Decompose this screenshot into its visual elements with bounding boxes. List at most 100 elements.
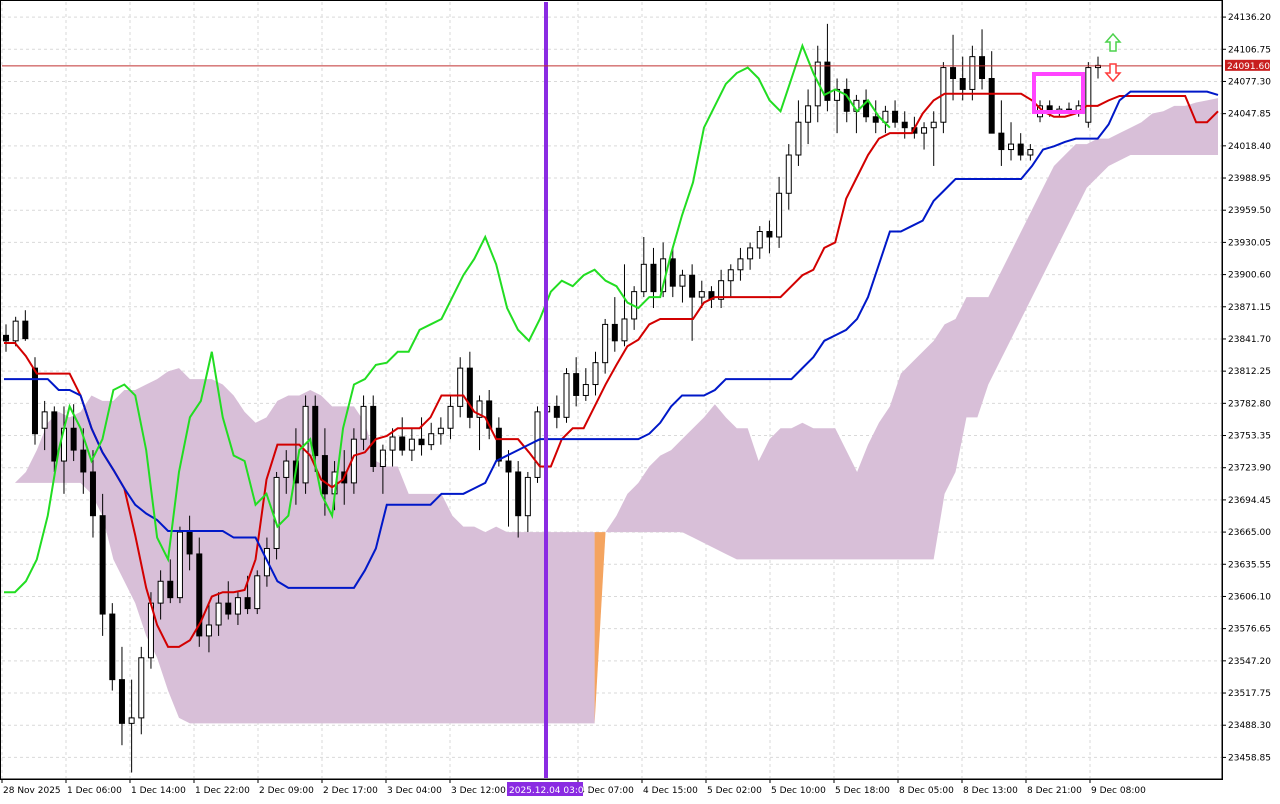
price-tick-label: 23665.00 bbox=[1228, 528, 1271, 538]
candle bbox=[167, 559, 174, 604]
price-tick-label: 23576.65 bbox=[1228, 625, 1271, 635]
price-tick-label: 24018.40 bbox=[1228, 142, 1271, 152]
price-axis[interactable]: 24136.20 24106.75 24077.30 24047.85 24018.40… bbox=[1222, 13, 1271, 763]
candle bbox=[689, 264, 696, 341]
candle bbox=[824, 23, 831, 112]
candle bbox=[515, 461, 522, 538]
candle bbox=[573, 357, 580, 407]
candle bbox=[727, 264, 734, 298]
candle bbox=[41, 400, 48, 451]
candle bbox=[157, 570, 164, 620]
tenkan-sen-line bbox=[4, 92, 1219, 648]
candle bbox=[3, 324, 9, 352]
candle bbox=[553, 395, 560, 429]
candle bbox=[99, 493, 106, 636]
price-tick-label: 23694.45 bbox=[1228, 496, 1271, 506]
price-tick-label: 23959.50 bbox=[1228, 206, 1271, 216]
price-tick-label: 23900.60 bbox=[1228, 271, 1271, 281]
candle bbox=[495, 417, 502, 467]
current-price-label: 24091.60 bbox=[1225, 59, 1270, 72]
candle bbox=[360, 395, 367, 451]
candle bbox=[998, 100, 1005, 166]
time-tick-label: 4 Dec 15:00 bbox=[643, 786, 698, 796]
candle bbox=[872, 100, 879, 134]
candle bbox=[22, 310, 29, 341]
price-tick-label: 23606.10 bbox=[1228, 592, 1271, 602]
candle bbox=[205, 603, 212, 653]
candle bbox=[437, 417, 444, 445]
kijun-sen-line bbox=[4, 90, 1219, 589]
candle bbox=[979, 29, 986, 90]
candle bbox=[756, 226, 763, 259]
candle bbox=[447, 395, 454, 440]
time-tick-label: 8 Dec 05:00 bbox=[899, 786, 954, 796]
candle bbox=[563, 368, 570, 423]
time-tick-label: 1 Dec 06:00 bbox=[67, 786, 122, 796]
kumo-bearish-area bbox=[605, 98, 1218, 560]
candle bbox=[476, 395, 483, 451]
indicator-lines bbox=[4, 42, 1219, 648]
time-tick-label: 5 Dec 02:00 bbox=[707, 786, 762, 796]
candle bbox=[466, 351, 473, 429]
candle bbox=[418, 417, 425, 456]
candle bbox=[486, 390, 493, 440]
candle bbox=[51, 406, 58, 472]
candle bbox=[225, 581, 232, 620]
kumo-bearish-area bbox=[14, 368, 595, 724]
chart-frame bbox=[0, 0, 1223, 780]
candle bbox=[930, 111, 937, 166]
price-tick-label: 23517.75 bbox=[1228, 689, 1271, 699]
candle bbox=[611, 297, 618, 352]
time-tick-label: 5 Dec 18:00 bbox=[835, 786, 890, 796]
candle bbox=[698, 280, 705, 309]
candle bbox=[457, 357, 464, 418]
price-tick-label: 23812.25 bbox=[1228, 367, 1271, 377]
candle bbox=[969, 45, 976, 101]
price-tick-label: 24047.85 bbox=[1228, 110, 1271, 120]
candle bbox=[370, 395, 377, 472]
price-tick-label: 23547.20 bbox=[1228, 657, 1271, 667]
candle bbox=[524, 471, 531, 533]
candle bbox=[196, 537, 203, 647]
candle bbox=[505, 450, 512, 527]
price-tick-label: 23488.30 bbox=[1228, 721, 1271, 731]
candle bbox=[679, 269, 686, 303]
candle bbox=[109, 603, 116, 691]
time-tick-label: 2 Dec 09:00 bbox=[259, 786, 314, 796]
candle bbox=[273, 471, 280, 560]
candle bbox=[602, 318, 609, 374]
price-tick-label: 24106.75 bbox=[1228, 45, 1271, 55]
time-tick-label: 5 Dec 10:00 bbox=[771, 786, 826, 796]
candle bbox=[640, 236, 647, 298]
candle bbox=[950, 34, 957, 101]
cursor-time-value: 2025.12.04 03:00 bbox=[509, 786, 590, 796]
candle bbox=[621, 264, 628, 347]
candle bbox=[805, 89, 812, 145]
price-tick-label: 23458.85 bbox=[1228, 753, 1271, 763]
time-tick-label: 1 Dec 14:00 bbox=[131, 786, 186, 796]
price-tick-label: 23635.55 bbox=[1228, 560, 1271, 570]
time-axis[interactable]: 28 Nov 2025 1 Dec 06:00 1 Dec 14:00 1 Dec 2… bbox=[1, 779, 1146, 796]
arrow-up-icon bbox=[1104, 32, 1122, 52]
candle bbox=[89, 450, 96, 538]
time-tick-label: 9 Dec 08:00 bbox=[1091, 786, 1146, 796]
time-tick-label: 4 Dec 07:00 bbox=[579, 786, 634, 796]
price-tick-label: 23753.35 bbox=[1228, 432, 1271, 442]
candle bbox=[776, 176, 783, 248]
time-tick-label: 3 Dec 04:00 bbox=[387, 786, 442, 796]
candle bbox=[718, 269, 725, 309]
candle bbox=[128, 679, 135, 773]
candle bbox=[379, 444, 386, 494]
candle bbox=[1027, 144, 1034, 161]
candle bbox=[389, 428, 396, 467]
candle bbox=[766, 220, 773, 254]
time-tick-label: 8 Dec 13:00 bbox=[963, 786, 1018, 796]
candle bbox=[863, 89, 870, 123]
time-tick-label: 2 Dec 17:00 bbox=[323, 786, 378, 796]
price-tick-label: 23988.95 bbox=[1228, 174, 1271, 184]
price-tick-label: 23871.15 bbox=[1228, 303, 1271, 313]
kumo-cloud bbox=[14, 98, 1218, 724]
candle bbox=[12, 316, 19, 347]
